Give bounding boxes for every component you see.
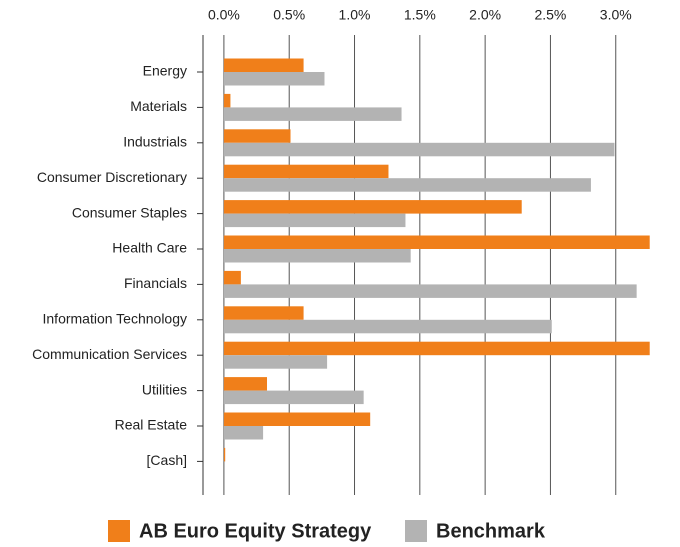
- x-tick-label: 1.5%: [404, 7, 436, 23]
- x-tick-label: 2.5%: [534, 7, 566, 23]
- bar: [223, 164, 389, 179]
- bar: [223, 390, 364, 405]
- bar: [223, 319, 552, 334]
- bar: [223, 249, 411, 263]
- y-tick-label: Real Estate: [115, 417, 188, 433]
- y-tick-label: Communication Services: [32, 346, 187, 362]
- legend-label: AB Euro Equity Strategy: [139, 520, 372, 542]
- bar: [223, 129, 291, 143]
- bar: [223, 72, 325, 86]
- bar: [223, 178, 591, 192]
- x-tick-label: 0.0%: [208, 7, 240, 23]
- bar: [223, 377, 268, 391]
- y-tick-label: Energy: [143, 63, 187, 79]
- bar: [223, 284, 637, 298]
- y-tick-label: Industrials: [123, 134, 187, 150]
- bar: [223, 200, 522, 214]
- x-tick-label: 1.0%: [339, 7, 371, 23]
- y-tick-label: [Cash]: [147, 452, 187, 468]
- bar: [223, 235, 650, 249]
- x-tick-label: 2.0%: [469, 7, 501, 23]
- bar: [223, 58, 304, 72]
- y-tick-label: Consumer Staples: [72, 204, 187, 220]
- y-tick-label: Financials: [124, 275, 187, 291]
- y-tick-label: Utilities: [142, 381, 187, 397]
- y-tick-label: Consumer Discretionary: [37, 169, 187, 185]
- bar: [223, 447, 226, 462]
- x-tick-label: 3.0%: [600, 7, 632, 23]
- y-tick-label: Information Technology: [43, 311, 188, 327]
- bar: [223, 107, 402, 121]
- y-tick-label: Health Care: [112, 240, 187, 256]
- x-tick-label: 0.5%: [273, 7, 305, 23]
- bar: [223, 213, 406, 228]
- bar: [223, 341, 650, 356]
- bar: [223, 412, 371, 426]
- bar: [223, 142, 615, 157]
- bar: [223, 270, 241, 285]
- bar: [223, 426, 264, 440]
- legend-swatch: [405, 520, 427, 542]
- bar: [223, 355, 328, 369]
- legend-swatch: [108, 520, 130, 542]
- y-tick-label: Materials: [130, 98, 187, 114]
- legend-label: Benchmark: [436, 520, 546, 542]
- bar: [223, 306, 304, 320]
- bar: [223, 93, 231, 108]
